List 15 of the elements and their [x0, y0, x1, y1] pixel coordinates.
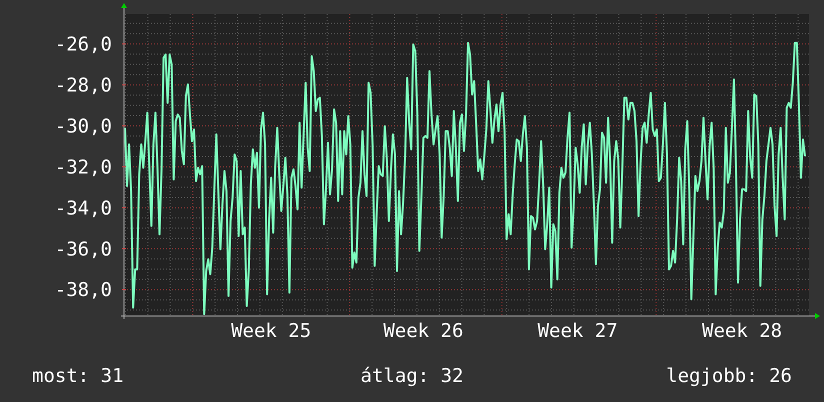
y-tick-label: -28,0 — [54, 74, 112, 96]
x-tick-label: Week 25 — [231, 320, 312, 342]
y-tick-label: -34,0 — [54, 197, 112, 220]
text: átlag: 32 — [360, 365, 464, 387]
x-tick-label: Week 27 — [538, 320, 618, 342]
text: most: 31 — [32, 365, 124, 387]
y-tick-label: -26,0 — [54, 34, 112, 56]
x-tick-label: Week 28 — [702, 320, 782, 342]
y-tick-label: -32,0 — [54, 156, 112, 178]
y-tick-label: -36,0 — [54, 238, 112, 260]
x-tick-label: Week 26 — [383, 320, 464, 342]
text: legjobb: 26 — [666, 365, 792, 387]
line-series — [124, 42, 806, 316]
y-tick-label: -30,0 — [54, 115, 112, 138]
y-tick-label: -38,0 — [54, 279, 112, 302]
